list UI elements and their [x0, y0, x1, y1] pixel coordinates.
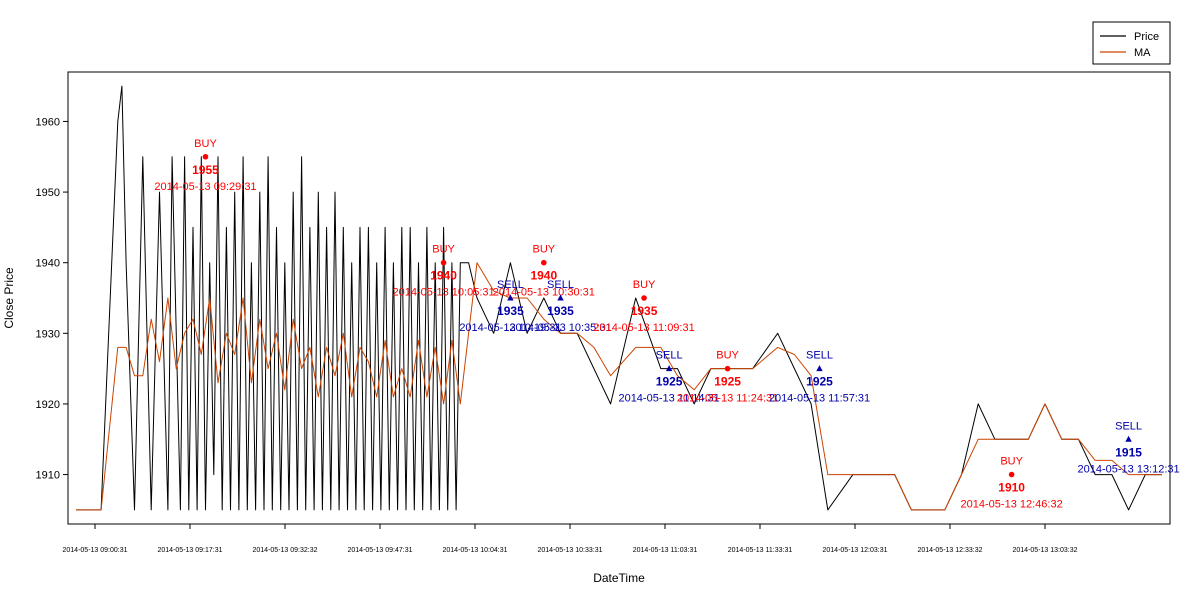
signal-time-label: 2014-05-13 11:09:31: [593, 322, 694, 334]
signal-type-label: BUY: [633, 279, 656, 291]
x-tick-label: 2014-05-13 11:33:31: [728, 547, 793, 554]
y-tick-label: 1950: [36, 187, 60, 199]
sell-signal-marker: [507, 294, 514, 301]
plot-frame: [67, 71, 1171, 525]
sell-signal-marker: [816, 365, 823, 372]
x-tick-label: 2014-05-13 13:03:32: [1013, 547, 1078, 554]
x-tick-label: 2014-05-13 09:32:32: [253, 547, 318, 554]
x-tick-label: 2014-05-13 11:03:31: [633, 547, 698, 554]
sell-signal-marker: [557, 294, 564, 301]
signal-type-label: BUY: [1000, 456, 1023, 468]
x-tick-label: 2014-05-13 12:03:31: [823, 547, 888, 554]
buy-signal-marker: [641, 295, 647, 301]
signal-value-label: 1925: [656, 375, 683, 389]
y-tick-label: 1910: [36, 470, 60, 482]
signal-time-label: 2014-05-13 10:35:31: [509, 322, 611, 334]
buy-signal-marker: [541, 259, 547, 266]
signal-type-label: BUY: [194, 138, 217, 150]
y-axis-label: Close Price: [2, 267, 16, 329]
signal-time-label: 2014-05-13 10:05:31: [392, 287, 494, 299]
signal-type-label: SELL: [547, 279, 574, 291]
signal-value-label: 1925: [806, 375, 833, 389]
signal-time-label: 2014-05-13 11:24:31: [677, 393, 778, 405]
buy-signal-marker: [1008, 471, 1015, 478]
legend-entry-ma: MA: [1134, 47, 1151, 59]
signal-time-label: 2014-05-13 09:29:31: [154, 181, 256, 193]
signal-value-label: 1935: [547, 304, 574, 318]
x-tick-label: 2014-05-13 09:47:31: [348, 547, 413, 554]
buy-signal-marker: [202, 153, 209, 160]
signal-value-label: 1935: [631, 304, 658, 318]
signal-value-label: 1940: [430, 269, 457, 283]
signal-type-label: SELL: [656, 350, 683, 362]
signal-type-label: BUY: [533, 244, 556, 256]
x-tick-label: 2014-05-13 12:33:32: [918, 547, 983, 554]
y-tick-label: 1940: [36, 258, 60, 270]
signal-type-label: BUY: [716, 350, 739, 362]
x-tick-label: 2014-05-13 09:17:31: [158, 547, 223, 554]
x-axis: 2014-05-13 09:00:31 2014-05-13 09:17:31 20…: [63, 524, 1078, 554]
signal-value-label: 1925: [714, 375, 741, 389]
signal-value-label: 1935: [497, 304, 524, 318]
signal-type-label: BUY: [432, 244, 455, 256]
legend-box: [1092, 21, 1171, 65]
series-line-ma: [76, 262, 1162, 511]
series-layer: [76, 85, 1162, 511]
signal-time-label: 2014-05-13 10:19:31: [459, 322, 561, 334]
y-axis: 1910 1920 1930 1940 1950 1960: [36, 116, 68, 482]
signal-value-label: 1910: [998, 481, 1025, 495]
signal-time-label: 2014-05-13 11:57:31: [769, 393, 870, 405]
signal-value-label: 1915: [1115, 445, 1142, 459]
sell-signal-marker: [665, 365, 673, 372]
y-tick-label: 1960: [36, 116, 60, 128]
legend-entry-price: Price: [1134, 31, 1159, 43]
x-axis-label: DateTime: [593, 571, 645, 585]
signal-time-label: 2014-05-13 13:12:31: [1078, 463, 1180, 475]
x-tick-label: 2014-05-13 10:04:31: [443, 547, 508, 554]
sell-signal-marker: [1125, 435, 1132, 442]
y-tick-label: 1930: [36, 328, 60, 340]
y-tick-label: 1920: [36, 399, 60, 411]
buy-signal-marker: [724, 365, 731, 372]
buy-signal-marker: [440, 259, 447, 266]
signal-value-label: 1940: [530, 269, 557, 283]
signal-type-label: SELL: [1115, 420, 1142, 432]
x-tick-label: 2014-05-13 10:33:31: [538, 547, 603, 554]
signals-layer: BUY 1955 2014-05-13 09:29:31 BUY 1940 2014-05…: [154, 138, 1179, 511]
legend: Price MA: [1092, 21, 1171, 65]
signal-time-label: 2014-05-13 12:46:32: [961, 499, 1063, 511]
signal-value-label: 1955: [192, 163, 219, 177]
signal-type-label: SELL: [806, 350, 833, 362]
x-tick-label: 2014-05-13 09:00:31: [63, 547, 128, 554]
signal-type-label: SELL: [497, 279, 524, 291]
series-line-price: [76, 85, 1162, 511]
signal-time-label: 2014-05-13 11:14:31: [618, 393, 719, 405]
signal-time-label: 2014-05-13 10:30:31: [493, 287, 595, 299]
